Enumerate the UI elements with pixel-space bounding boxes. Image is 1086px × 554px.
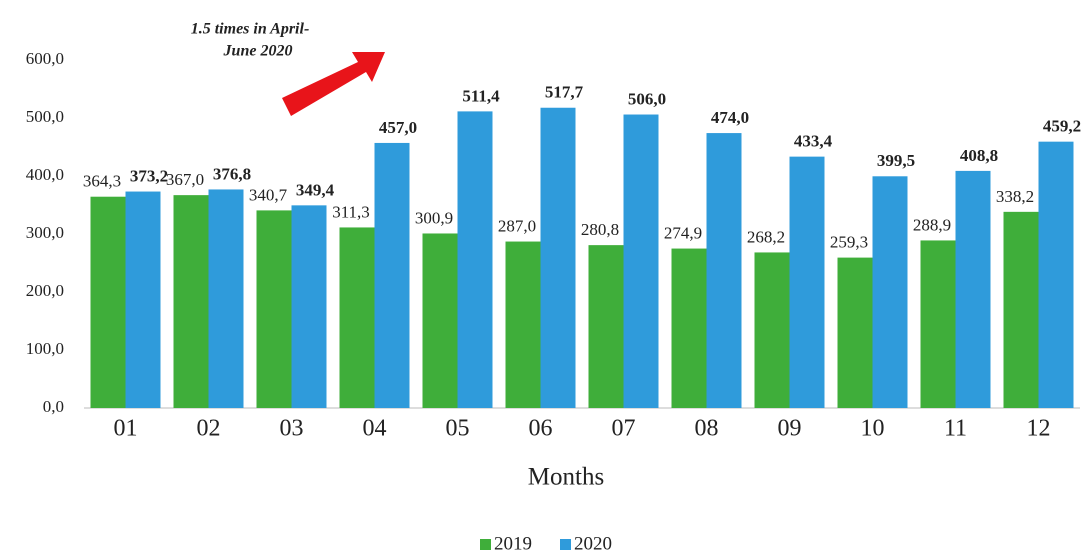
bar — [540, 107, 576, 408]
y-tick-label: 400,0 — [26, 165, 64, 184]
bar — [706, 133, 742, 408]
bar — [623, 114, 659, 409]
value-label: 367,0 — [166, 170, 204, 189]
value-label: 506,0 — [628, 89, 666, 108]
value-label: 364,3 — [83, 172, 121, 191]
bar — [920, 240, 956, 408]
x-tick-label: 06 — [529, 416, 553, 442]
value-label: 399,5 — [877, 151, 915, 170]
value-label: 474,0 — [711, 108, 749, 127]
bar — [789, 156, 825, 408]
x-tick-label: 04 — [363, 416, 387, 442]
value-label: 517,7 — [545, 83, 584, 102]
bar — [872, 176, 908, 408]
x-tick-label: 03 — [280, 416, 304, 442]
x-tick-label: 12 — [1027, 416, 1051, 442]
value-label: 300,9 — [415, 208, 453, 227]
bar — [505, 241, 541, 408]
x-tick-label: 02 — [197, 416, 221, 442]
bar — [754, 252, 790, 408]
value-label: 373,2 — [130, 166, 168, 185]
bar — [837, 257, 873, 408]
value-label: 338,2 — [996, 187, 1034, 206]
legend-swatch — [480, 539, 491, 550]
bar — [291, 205, 327, 408]
value-label: 349,4 — [296, 180, 335, 199]
bar — [955, 170, 991, 408]
bar — [422, 233, 458, 408]
value-label: 311,3 — [332, 202, 370, 221]
value-label: 376,8 — [213, 164, 251, 183]
y-tick-label: 200,0 — [26, 281, 64, 300]
y-tick-label: 500,0 — [26, 107, 64, 126]
value-label: 259,3 — [830, 233, 868, 252]
value-label: 288,9 — [913, 215, 951, 234]
bar — [374, 142, 410, 408]
value-label: 340,7 — [249, 185, 288, 204]
value-label: 280,8 — [581, 220, 619, 239]
value-label: 459,2 — [1043, 117, 1081, 136]
y-tick-label: 0,0 — [43, 397, 64, 416]
bar — [173, 195, 209, 408]
value-label: 433,4 — [794, 132, 833, 151]
bar — [90, 196, 126, 408]
legend-swatch — [560, 539, 571, 550]
annotation: June 2020 — [223, 43, 293, 60]
bar — [457, 111, 493, 408]
x-tick-label: 07 — [612, 416, 636, 442]
value-label: 268,2 — [747, 227, 785, 246]
x-tick-label: 05 — [446, 416, 470, 442]
x-tick-label: 10 — [861, 416, 885, 442]
value-label: 511,4 — [462, 86, 500, 105]
value-label: 287,0 — [498, 216, 536, 235]
value-label: 457,0 — [379, 118, 417, 137]
x-axis-label: Months — [528, 464, 604, 491]
value-label: 274,9 — [664, 223, 702, 242]
y-tick-label: 300,0 — [26, 223, 64, 242]
bar — [256, 210, 292, 408]
x-tick-label: 09 — [778, 416, 802, 442]
y-tick-label: 600,0 — [26, 49, 64, 68]
bar — [208, 189, 244, 408]
x-tick-label: 01 — [114, 416, 138, 442]
x-tick-label: 08 — [695, 416, 719, 442]
bar — [339, 227, 375, 408]
legend-label: 2020 — [574, 533, 612, 554]
arrow — [282, 52, 385, 116]
value-label: 408,8 — [960, 146, 998, 165]
bar — [1003, 211, 1039, 408]
annotation: 1.5 times in April- — [191, 21, 310, 38]
bar — [1038, 141, 1074, 408]
bar — [671, 248, 707, 408]
y-tick-label: 100,0 — [26, 339, 64, 358]
legend-label: 2019 — [494, 533, 532, 554]
bar — [125, 191, 161, 408]
bar — [588, 245, 624, 408]
x-tick-label: 11 — [944, 416, 967, 442]
